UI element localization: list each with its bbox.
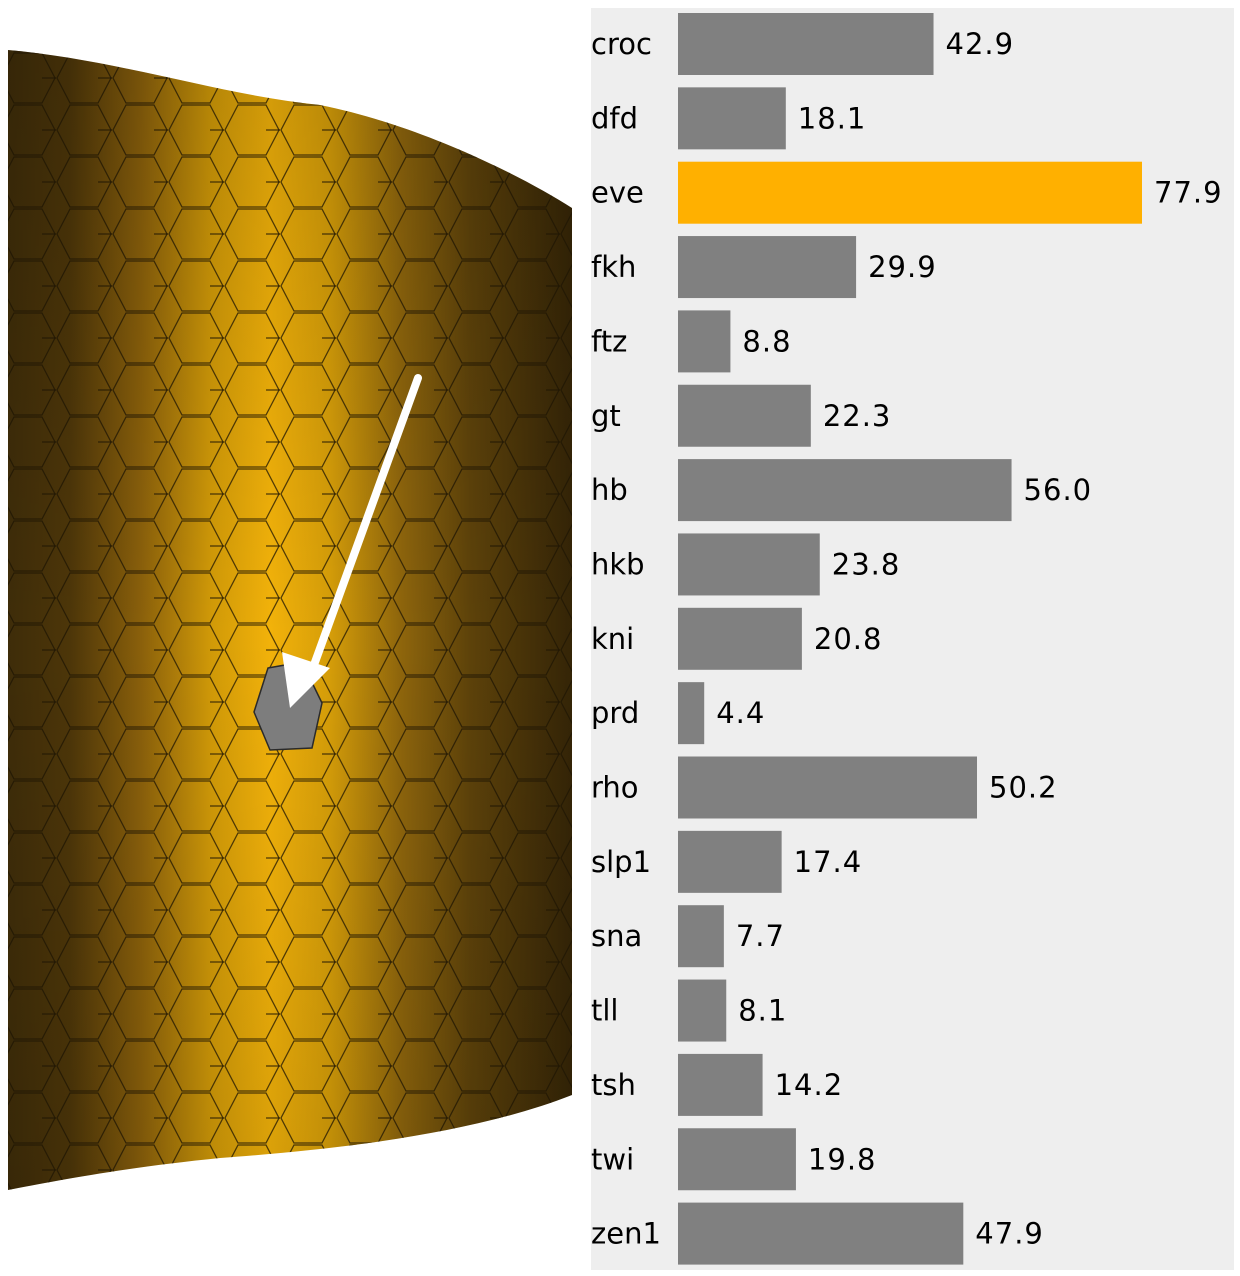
gene-label-croc: croc	[591, 27, 652, 61]
gene-label-zen1: zen1	[591, 1217, 661, 1251]
value-label-zen1: 47.9	[975, 1217, 1044, 1251]
value-label-croc: 42.9	[946, 27, 1015, 61]
value-label-eve: 77.9	[1154, 176, 1223, 210]
gene-label-twi: twi	[591, 1142, 634, 1176]
gene-label-dfd: dfd	[591, 101, 638, 135]
bar-tll[interactable]	[678, 979, 727, 1042]
bar-fkh[interactable]	[678, 236, 857, 299]
gene-label-ftz: ftz	[591, 324, 627, 358]
gene-label-eve: eve	[591, 176, 644, 210]
bar-kni[interactable]	[678, 607, 802, 670]
gene-label-sna: sna	[591, 919, 642, 953]
gene-label-prd: prd	[591, 696, 639, 730]
value-label-kni: 20.8	[814, 622, 883, 656]
gene-label-fkh: fkh	[591, 250, 636, 284]
value-label-ftz: 8.8	[742, 324, 791, 358]
value-label-hb: 56.0	[1024, 473, 1093, 507]
gene-label-rho: rho	[591, 771, 639, 805]
gene-label-kni: kni	[591, 622, 634, 656]
bar-hkb[interactable]	[678, 533, 820, 596]
gene-label-slp1: slp1	[591, 845, 651, 879]
value-label-prd: 4.4	[716, 696, 765, 730]
bar-dfd[interactable]	[678, 87, 786, 150]
bar-tsh[interactable]	[678, 1053, 763, 1116]
gene-label-hb: hb	[591, 473, 628, 507]
value-label-slp1: 17.4	[794, 845, 863, 879]
value-label-tsh: 14.2	[775, 1068, 844, 1102]
bar-gt[interactable]	[678, 384, 811, 447]
gene-label-gt: gt	[591, 399, 621, 433]
gene-label-tll: tll	[591, 994, 619, 1028]
gene-label-hkb: hkb	[591, 547, 645, 581]
value-label-sna: 7.7	[736, 919, 785, 953]
value-label-dfd: 18.1	[798, 101, 867, 135]
bar-twi[interactable]	[678, 1128, 796, 1191]
bar-chart-svg: croc 42.9 dfd 18.1 eve 77.9 fkh 29.9 ftz 8.8 gt 22.…	[591, 13, 1223, 1265]
value-label-tll: 8.1	[738, 994, 787, 1028]
pointer-arrow-icon	[282, 374, 422, 708]
bar-eve[interactable]	[678, 161, 1142, 224]
bar-hb[interactable]	[678, 459, 1012, 522]
value-label-hkb: 23.8	[832, 547, 901, 581]
bar-rho[interactable]	[678, 756, 978, 819]
embryo-body	[8, 50, 572, 1190]
gene-label-tsh: tsh	[591, 1068, 636, 1102]
value-label-rho: 50.2	[989, 771, 1058, 805]
bar-slp1[interactable]	[678, 830, 782, 893]
value-label-gt: 22.3	[823, 399, 892, 433]
bar-sna[interactable]	[678, 905, 724, 968]
bar-croc[interactable]	[678, 13, 934, 75]
bar-prd[interactable]	[678, 682, 705, 745]
bar-ftz[interactable]	[678, 310, 731, 373]
embryo-3d-view[interactable]	[0, 0, 588, 1272]
embryo-surface[interactable]	[0, 0, 588, 1272]
gene-expression-bar-chart: croc 42.9 dfd 18.1 eve 77.9 fkh 29.9 ftz 8.8 gt 22.…	[591, 8, 1234, 1270]
bar-zen1[interactable]	[678, 1202, 964, 1265]
value-label-fkh: 29.9	[868, 250, 937, 284]
value-label-twi: 19.8	[808, 1142, 877, 1176]
